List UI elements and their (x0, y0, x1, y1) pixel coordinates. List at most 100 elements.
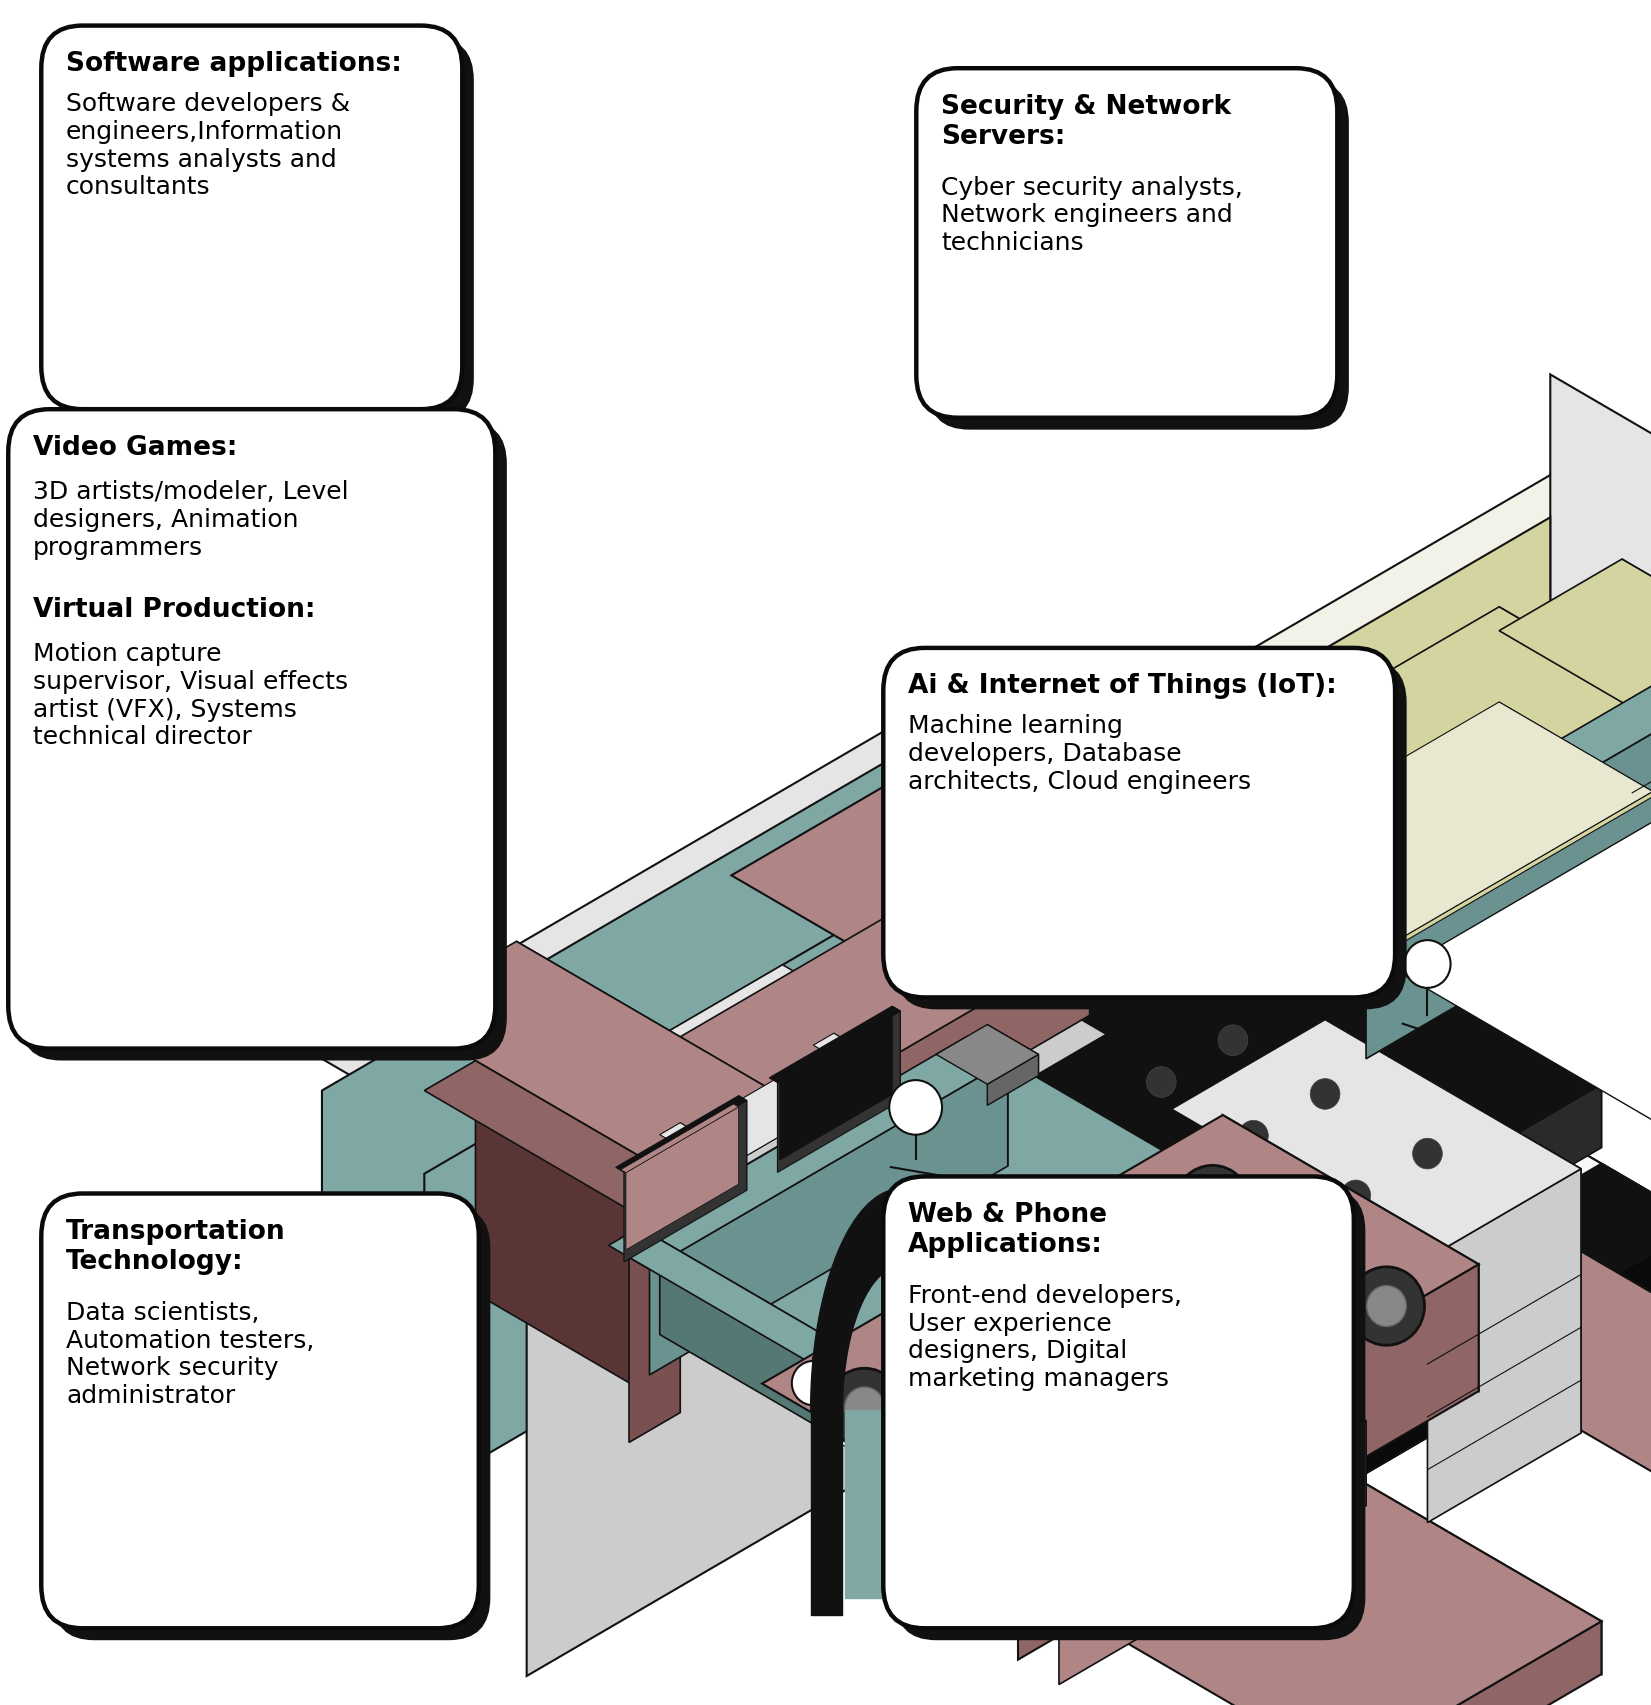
Polygon shape (892, 1006, 900, 1101)
Polygon shape (1146, 1263, 1161, 1347)
Polygon shape (1243, 559, 1651, 1258)
Polygon shape (1346, 1621, 1601, 1705)
Circle shape (1238, 1120, 1268, 1151)
Circle shape (890, 1081, 943, 1134)
Polygon shape (527, 895, 1651, 1582)
Polygon shape (733, 1105, 738, 1185)
Polygon shape (811, 1188, 992, 1410)
Polygon shape (1397, 1084, 1601, 1267)
Polygon shape (712, 1088, 865, 1185)
FancyBboxPatch shape (916, 68, 1337, 418)
Polygon shape (905, 1049, 1007, 1156)
Polygon shape (783, 965, 834, 1047)
Polygon shape (1428, 1170, 1582, 1523)
FancyBboxPatch shape (53, 38, 474, 421)
Polygon shape (905, 1185, 1243, 1383)
Polygon shape (731, 755, 1243, 1054)
Polygon shape (987, 1025, 1038, 1076)
Polygon shape (987, 1233, 1243, 1420)
Polygon shape (987, 1163, 1651, 1582)
Polygon shape (854, 1272, 1161, 1526)
Polygon shape (824, 1038, 844, 1062)
Polygon shape (1550, 375, 1651, 991)
FancyBboxPatch shape (8, 409, 495, 1049)
Polygon shape (834, 999, 1448, 1390)
Polygon shape (624, 1100, 746, 1262)
Polygon shape (1499, 702, 1651, 796)
Polygon shape (936, 1101, 1499, 1471)
Circle shape (1405, 939, 1451, 987)
Polygon shape (322, 733, 936, 1408)
Circle shape (1367, 1286, 1407, 1326)
Polygon shape (839, 1263, 1161, 1451)
Polygon shape (475, 1061, 680, 1412)
Text: Cyber security analysts,
Network engineers and
technicians: Cyber security analysts, Network enginee… (941, 176, 1243, 256)
Polygon shape (1550, 476, 1651, 815)
Polygon shape (885, 1352, 1601, 1705)
Polygon shape (987, 1221, 1294, 1485)
Polygon shape (1019, 1263, 1479, 1659)
FancyBboxPatch shape (883, 1176, 1354, 1628)
Circle shape (827, 1367, 903, 1446)
Polygon shape (936, 1025, 1038, 1084)
Text: Web & Phone
Applications:: Web & Phone Applications: (908, 1202, 1108, 1258)
Polygon shape (916, 931, 1038, 1003)
FancyBboxPatch shape (53, 1205, 490, 1640)
FancyBboxPatch shape (41, 26, 462, 409)
Polygon shape (814, 1033, 844, 1050)
Polygon shape (1397, 1042, 1601, 1204)
Polygon shape (936, 755, 1243, 999)
Polygon shape (1397, 702, 1651, 1180)
Polygon shape (1038, 875, 1601, 1204)
Polygon shape (1365, 631, 1651, 1059)
FancyBboxPatch shape (41, 1194, 479, 1628)
Text: Machine learning
developers, Database
architects, Cloud engineers: Machine learning developers, Database ar… (908, 714, 1251, 795)
Polygon shape (660, 1240, 844, 1442)
Circle shape (792, 1361, 835, 1405)
Polygon shape (1448, 1173, 1651, 1495)
Polygon shape (834, 1330, 1038, 1490)
Polygon shape (987, 803, 1499, 1144)
Polygon shape (774, 1014, 892, 1083)
Polygon shape (629, 1049, 1172, 1364)
Polygon shape (763, 1115, 1479, 1533)
Polygon shape (987, 1054, 1038, 1105)
Polygon shape (887, 1014, 892, 1095)
Circle shape (915, 1289, 958, 1333)
Polygon shape (1601, 1163, 1651, 1275)
Polygon shape (961, 1410, 992, 1615)
Polygon shape (424, 846, 987, 1490)
Polygon shape (680, 1108, 802, 1253)
Circle shape (1341, 1180, 1370, 1211)
Text: Software applications:: Software applications: (66, 51, 401, 77)
Polygon shape (680, 1122, 690, 1139)
Circle shape (1218, 1025, 1248, 1055)
Text: Ai & Internet of Things (IoT):: Ai & Internet of Things (IoT): (908, 673, 1337, 699)
Polygon shape (967, 1037, 1007, 1166)
Polygon shape (1223, 1115, 1479, 1391)
Polygon shape (814, 1101, 916, 1236)
Circle shape (1349, 1267, 1425, 1345)
FancyBboxPatch shape (928, 80, 1349, 430)
Polygon shape (1326, 609, 1651, 900)
Polygon shape (1294, 1173, 1651, 1531)
Text: Data scientists,
Automation testers,
Network security
administrator: Data scientists, Automation testers, Net… (66, 1301, 314, 1408)
FancyBboxPatch shape (895, 660, 1407, 1009)
Polygon shape (1161, 1185, 1243, 1270)
Text: Transportation
Technology:: Transportation Technology: (66, 1219, 286, 1275)
Polygon shape (1499, 559, 1651, 708)
FancyBboxPatch shape (20, 421, 507, 1061)
Polygon shape (885, 1014, 1601, 1432)
Polygon shape (1141, 1352, 1601, 1674)
Polygon shape (1294, 791, 1651, 1006)
Text: Front-end developers,
User experience
designers, Digital
marketing managers: Front-end developers, User experience de… (908, 1284, 1182, 1391)
Polygon shape (987, 1049, 1172, 1219)
Polygon shape (1243, 506, 1651, 1163)
Polygon shape (1038, 834, 1601, 1161)
Polygon shape (814, 1347, 844, 1459)
Polygon shape (814, 1156, 1172, 1429)
Polygon shape (1038, 934, 1243, 1118)
Polygon shape (1346, 619, 1651, 1127)
Polygon shape (1141, 895, 1651, 1275)
Polygon shape (1038, 476, 1651, 1072)
